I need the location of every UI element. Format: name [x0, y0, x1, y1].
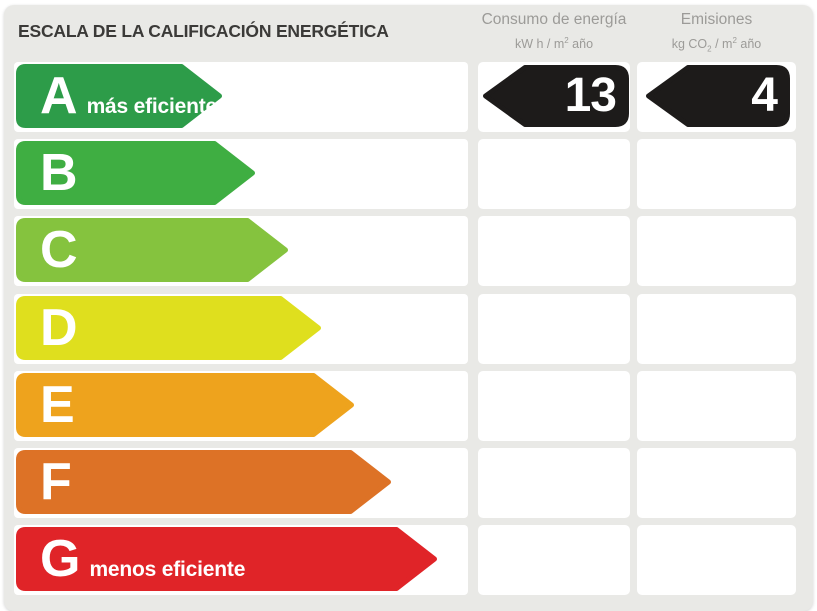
- rating-letter: E: [40, 376, 75, 434]
- emissions-cell: 4: [637, 62, 796, 132]
- consumption-header-label: Consumo de energía: [481, 11, 627, 28]
- rating-arrow: D: [16, 296, 321, 360]
- rating-arrow-label: C: [40, 218, 87, 282]
- consumption-cell: [478, 216, 630, 286]
- rating-arrow: E: [16, 373, 354, 437]
- emissions-value-badge: 4: [646, 65, 790, 127]
- consumption-cell: [478, 448, 630, 518]
- emissions-cell: [637, 525, 796, 595]
- rating-letter: F: [40, 453, 72, 511]
- emissions-value: 4: [751, 69, 778, 122]
- emissions-cell: [637, 139, 796, 209]
- consumption-cell: [478, 139, 630, 209]
- consumption-unit-superscript: 2: [564, 36, 569, 45]
- consumption-column-header: Consumo de energía kW h / m2 año: [478, 10, 630, 53]
- emissions-header-unit: kg CO2 / m2 año: [637, 32, 796, 58]
- rating-note: menos eficiente: [89, 558, 246, 581]
- rating-arrow: A más eficiente: [16, 64, 222, 128]
- rating-row: F: [0, 448, 817, 518]
- rating-note: más eficiente: [86, 95, 218, 118]
- rating-row: E: [0, 371, 817, 441]
- rating-row: C: [0, 216, 817, 286]
- consumption-cell: [478, 525, 630, 595]
- rating-arrow: G menos eficiente: [16, 527, 437, 591]
- consumption-cell: [478, 371, 630, 441]
- rating-row: G menos eficiente: [0, 525, 817, 595]
- emissions-cell: [637, 216, 796, 286]
- rating-arrow-label: B: [40, 141, 87, 205]
- rating-row: B: [0, 139, 817, 209]
- consumption-header-unit: kW h / m2 año: [478, 32, 630, 53]
- rating-arrow-label: D: [40, 296, 87, 360]
- consumption-unit-post: año: [568, 37, 594, 52]
- rating-row: 13 4 A más eficiente: [0, 62, 817, 132]
- rating-arrow-label: G menos eficiente: [40, 527, 245, 591]
- emissions-header-label: Emisiones: [680, 11, 753, 28]
- rating-arrow-label: E: [40, 373, 84, 437]
- emissions-cell: [637, 448, 796, 518]
- page-title: ESCALA DE LA CALIFICACIÓN ENERGÉTICA: [18, 21, 389, 41]
- emissions-unit-post: año: [736, 37, 762, 52]
- rating-letter: D: [40, 299, 78, 357]
- rating-arrow-label: F: [40, 450, 81, 514]
- rating-arrow: F: [16, 450, 391, 514]
- rating-arrow: B: [16, 141, 255, 205]
- consumption-unit-pre: kW h / m: [514, 37, 565, 52]
- rating-letter: G: [40, 530, 81, 588]
- rating-letter: C: [40, 221, 78, 279]
- emissions-unit-superscript: 2: [732, 36, 737, 45]
- emissions-column-header: Emisiones kg CO2 / m2 año: [637, 10, 796, 58]
- emissions-unit-mid: / m: [711, 37, 733, 52]
- rating-row: D: [0, 294, 817, 364]
- emissions-cell: [637, 294, 796, 364]
- emissions-cell: [637, 371, 796, 441]
- rating-letter: B: [40, 144, 78, 202]
- rating-letter: A: [40, 67, 78, 125]
- consumption-cell: 13: [478, 62, 630, 132]
- consumption-cell: [478, 294, 630, 364]
- consumption-value-badge: 13: [483, 65, 629, 127]
- emissions-unit-subscript: 2: [707, 44, 712, 54]
- rating-arrow-label: A más eficiente: [40, 64, 217, 128]
- consumption-value: 13: [564, 69, 617, 122]
- emissions-unit-pre: kg CO: [671, 37, 708, 52]
- rating-arrow: C: [16, 218, 288, 282]
